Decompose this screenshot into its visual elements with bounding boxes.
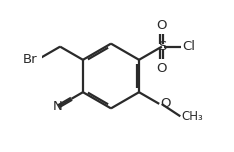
Text: O: O — [157, 62, 167, 75]
Text: Cl: Cl — [182, 40, 195, 53]
Text: O: O — [160, 97, 171, 110]
Text: Br: Br — [23, 53, 38, 66]
Text: O: O — [157, 19, 167, 32]
Text: S: S — [158, 40, 166, 53]
Text: CH₃: CH₃ — [182, 110, 203, 123]
Text: N: N — [53, 100, 63, 113]
